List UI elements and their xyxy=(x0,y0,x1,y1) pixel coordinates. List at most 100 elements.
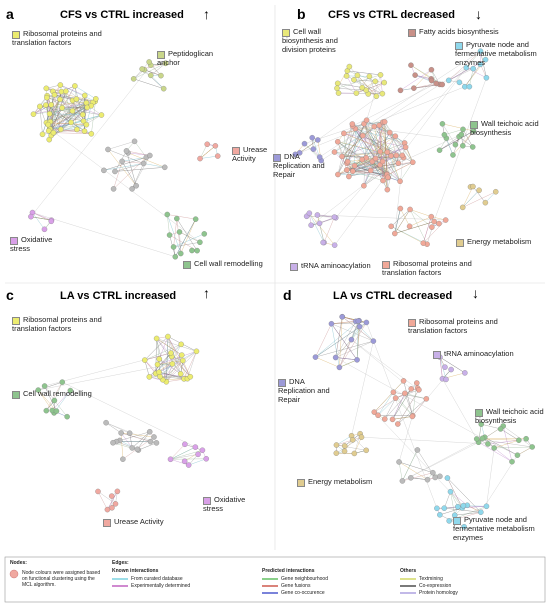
edge xyxy=(352,155,403,172)
node xyxy=(101,167,107,174)
node xyxy=(523,436,529,442)
edge xyxy=(462,191,496,208)
node xyxy=(180,357,186,364)
cluster-swatch xyxy=(456,239,464,247)
cluster-swatch xyxy=(297,479,305,487)
node xyxy=(441,505,448,511)
edge xyxy=(50,129,201,243)
edge xyxy=(357,75,377,97)
edge xyxy=(310,155,403,226)
cluster-text: Ribosomal proteins and translation facto… xyxy=(408,317,498,335)
edge xyxy=(317,214,446,221)
edge xyxy=(380,164,401,182)
node xyxy=(397,178,403,185)
edge xyxy=(398,461,433,473)
edge xyxy=(431,77,487,228)
edge xyxy=(179,231,181,254)
node xyxy=(444,475,451,481)
node xyxy=(119,158,125,165)
edge xyxy=(167,214,170,236)
node xyxy=(146,59,152,65)
node xyxy=(351,163,358,169)
node xyxy=(377,148,383,155)
node xyxy=(354,72,361,79)
edge xyxy=(341,135,396,157)
edge xyxy=(385,162,413,176)
node xyxy=(375,412,381,418)
edge xyxy=(442,123,456,145)
node xyxy=(81,128,88,134)
node xyxy=(477,48,484,54)
edge xyxy=(38,381,63,391)
panel-letter-text: a xyxy=(6,6,14,22)
node xyxy=(201,231,208,237)
node xyxy=(312,354,319,360)
node xyxy=(153,440,160,446)
node xyxy=(80,111,86,118)
node xyxy=(45,121,51,128)
node xyxy=(112,168,118,175)
cluster-label: Ribosomal proteins and translation facto… xyxy=(12,29,122,48)
edge xyxy=(392,393,406,420)
node xyxy=(164,211,171,218)
node xyxy=(385,174,391,181)
edge xyxy=(142,68,164,89)
edge xyxy=(39,106,83,115)
edge xyxy=(107,491,118,510)
edge xyxy=(60,102,87,130)
edge xyxy=(352,123,384,181)
node xyxy=(214,153,221,159)
edge xyxy=(315,340,374,358)
node xyxy=(167,456,174,463)
edge xyxy=(312,137,320,158)
edge xyxy=(355,128,383,162)
node xyxy=(363,117,370,123)
legend-nodes-title-text: Nodes: xyxy=(10,560,27,566)
node xyxy=(399,152,406,159)
edge xyxy=(46,122,87,125)
node xyxy=(41,226,48,233)
node xyxy=(420,240,427,246)
node xyxy=(114,488,121,495)
edge xyxy=(107,149,137,186)
edge xyxy=(439,357,443,379)
edge xyxy=(331,323,374,342)
legend-nodes-title: Nodes: xyxy=(10,560,27,566)
edge xyxy=(405,147,413,163)
cluster-text: Ribosomal proteins and translation facto… xyxy=(12,29,102,47)
edge xyxy=(343,133,406,148)
edge xyxy=(122,161,144,164)
cluster-text: Cell wall biosynthesis and division prot… xyxy=(282,27,338,54)
node xyxy=(392,133,399,139)
panel-letter-text: d xyxy=(283,287,292,303)
node xyxy=(156,369,162,375)
edge xyxy=(410,209,432,217)
edge xyxy=(386,155,397,175)
edge xyxy=(412,398,427,417)
node xyxy=(485,441,491,447)
edge xyxy=(439,136,460,151)
edge xyxy=(503,425,533,448)
edge xyxy=(395,397,413,416)
edge xyxy=(494,440,519,449)
edge xyxy=(346,75,357,94)
legend-nodes-text: Node colours were assigned based on func… xyxy=(22,570,104,588)
edge xyxy=(450,491,468,506)
node xyxy=(367,167,374,174)
node xyxy=(148,72,154,79)
cluster-text: Pyruvate node and fermentative metabolis… xyxy=(455,40,537,67)
edge xyxy=(347,70,381,76)
cluster-label: tRNA aminoacylation xyxy=(290,261,380,271)
node xyxy=(376,122,383,129)
node xyxy=(160,85,167,92)
edge xyxy=(484,437,518,456)
node xyxy=(384,149,391,156)
edge xyxy=(370,136,396,171)
edge xyxy=(337,163,399,175)
edge xyxy=(97,491,116,504)
edge xyxy=(462,129,473,148)
edge xyxy=(114,167,165,172)
edge xyxy=(359,326,374,342)
edge xyxy=(393,392,427,400)
edge xyxy=(409,209,432,228)
